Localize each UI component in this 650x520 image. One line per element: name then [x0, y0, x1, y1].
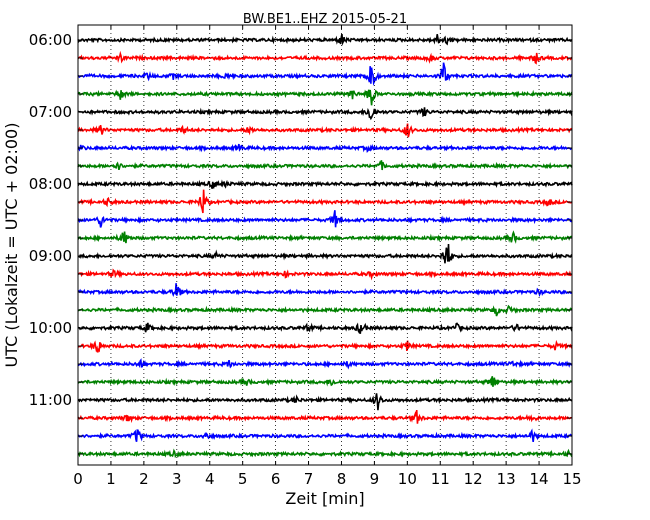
x-tick-label: 14: [530, 470, 549, 488]
y-tick-label: 06:00: [29, 31, 72, 49]
x-axis-label: Zeit [min]: [285, 489, 364, 508]
x-tick-label: 13: [497, 470, 516, 488]
y-tick-label: 11:00: [29, 391, 72, 409]
trace-0945: [77, 304, 573, 317]
y-tick-label: 08:00: [29, 175, 72, 193]
trace-0630: [77, 62, 573, 86]
trace-0830: [77, 210, 573, 228]
trace-0930: [77, 283, 573, 297]
x-tick-label: 5: [238, 470, 248, 488]
trace-1045: [77, 376, 573, 387]
y-tick-label: 09:00: [29, 247, 72, 265]
chart-title: BW.BE1..EHZ 2015-05-21: [243, 12, 407, 27]
trace-1015: [77, 339, 573, 353]
trace-1130: [77, 428, 573, 442]
trace-0800: [77, 179, 573, 189]
axes-frame: [77, 24, 573, 466]
x-tick-label: 1: [106, 470, 116, 488]
trace-0700: [77, 107, 573, 121]
x-tick-label: 10: [398, 470, 417, 488]
x-tick-label: 8: [337, 470, 347, 488]
traces-layer: [77, 33, 573, 459]
trace-0600: [77, 33, 573, 46]
y-tick-label: 07:00: [29, 103, 72, 121]
trace-0745: [77, 160, 573, 171]
y-axis-label: UTC (Lokalzeit = UTC + 02:00): [2, 123, 21, 368]
x-tick-label: 11: [431, 470, 450, 488]
ticks-layer: 0 1 2 3 4 5 6 7 8 9 10 11 12 13 14 1506:0007:0008:0009:…: [29, 25, 582, 488]
x-tick-label: 6: [271, 470, 281, 488]
x-tick-label: 3: [172, 470, 182, 488]
trace-1145: [77, 448, 573, 459]
x-tick-label: 15: [562, 470, 581, 488]
trace-1100: [77, 393, 573, 411]
trace-0615: [77, 50, 573, 65]
x-tick-label: 9: [370, 470, 380, 488]
trace-0645: [77, 89, 573, 106]
x-tick-label: 7: [304, 470, 314, 488]
trace-0715: [77, 123, 573, 138]
x-tick-label: 2: [139, 470, 149, 488]
trace-1000: [77, 322, 573, 334]
x-tick-label: 12: [464, 470, 483, 488]
y-tick-label: 10:00: [29, 319, 72, 337]
x-tick-label: 4: [205, 470, 215, 488]
trace-0730: [77, 143, 573, 154]
grid-layer: [110, 25, 540, 465]
trace-0900: [77, 243, 573, 264]
trace-0915: [77, 268, 573, 281]
trace-0845: [77, 230, 573, 244]
trace-1115: [77, 409, 573, 424]
trace-1030: [77, 358, 573, 370]
trace-0815: [77, 189, 573, 214]
x-tick-label: 0: [73, 470, 83, 488]
